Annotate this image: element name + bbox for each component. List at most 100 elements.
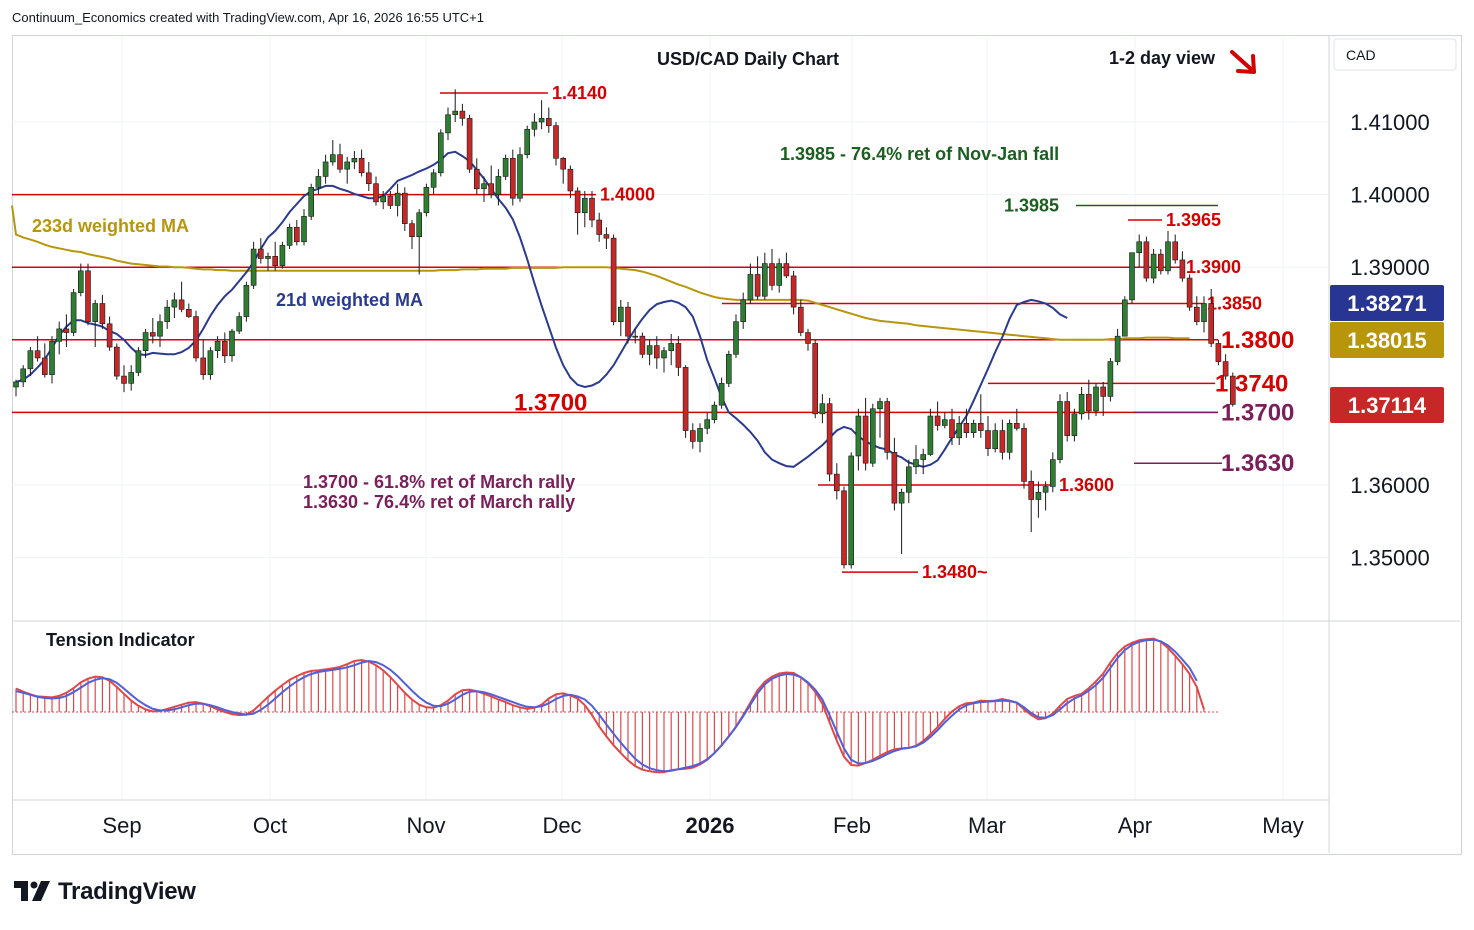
candle[interactable]	[452, 89, 459, 122]
candle[interactable]	[661, 347, 667, 373]
candle[interactable]	[524, 125, 531, 159]
candle[interactable]	[1143, 236, 1150, 282]
candle[interactable]	[409, 220, 415, 250]
candle[interactable]	[78, 263, 84, 297]
candle[interactable]	[733, 314, 739, 358]
candle[interactable]	[437, 129, 444, 177]
candle[interactable]	[855, 408, 862, 471]
candle[interactable]	[970, 419, 977, 438]
candle[interactable]	[545, 107, 552, 133]
candle[interactable]	[1172, 234, 1178, 264]
candle[interactable]	[358, 149, 365, 177]
candle[interactable]	[934, 401, 941, 431]
candle[interactable]	[833, 463, 840, 500]
candle[interactable]	[740, 292, 747, 329]
candle[interactable]	[344, 156, 351, 184]
candle[interactable]	[596, 212, 603, 242]
candle[interactable]	[1057, 394, 1063, 464]
candle[interactable]	[718, 377, 725, 409]
candle[interactable]	[301, 209, 307, 246]
candle[interactable]	[1107, 357, 1114, 402]
chart-canvas[interactable]: 1.4140 1.4000 1.3985 1.3965 1.3900 1.3850 1.38…	[0, 0, 1474, 870]
candle[interactable]	[243, 281, 250, 322]
candle[interactable]	[841, 486, 847, 569]
candle[interactable]	[193, 310, 199, 362]
candle[interactable]	[337, 143, 343, 173]
candle[interactable]	[1158, 249, 1164, 275]
candle[interactable]	[142, 328, 149, 358]
candle[interactable]	[1208, 288, 1214, 348]
candle[interactable]	[1028, 470, 1034, 533]
candle[interactable]	[1035, 481, 1042, 518]
candle[interactable]	[164, 299, 170, 329]
candle[interactable]	[387, 190, 394, 210]
candle[interactable]	[56, 321, 63, 355]
candle[interactable]	[430, 169, 437, 195]
candle[interactable]	[308, 183, 315, 221]
candle[interactable]	[711, 401, 718, 424]
candle[interactable]	[128, 365, 134, 391]
candle[interactable]	[106, 316, 113, 351]
candle[interactable]	[279, 241, 286, 269]
candle[interactable]	[27, 347, 34, 377]
candle[interactable]	[1114, 328, 1121, 366]
candle[interactable]	[481, 176, 487, 202]
candle[interactable]	[1136, 234, 1142, 268]
candle[interactable]	[380, 190, 387, 210]
candle[interactable]	[1071, 408, 1078, 442]
candle[interactable]	[1150, 249, 1157, 284]
candle[interactable]	[466, 114, 473, 173]
candle[interactable]	[114, 343, 120, 380]
candle[interactable]	[85, 263, 91, 326]
candle[interactable]	[150, 318, 156, 344]
candle[interactable]	[963, 408, 970, 438]
candle[interactable]	[416, 209, 423, 275]
candle[interactable]	[445, 107, 451, 141]
candle[interactable]	[1086, 379, 1092, 420]
candle[interactable]	[329, 140, 336, 166]
candle[interactable]	[769, 249, 775, 291]
candle[interactable]	[603, 227, 610, 250]
candle[interactable]	[265, 252, 271, 271]
candle[interactable]	[531, 113, 538, 137]
candle[interactable]	[351, 151, 358, 170]
candle[interactable]	[869, 403, 876, 467]
candle[interactable]	[20, 365, 27, 387]
candle[interactable]	[697, 423, 703, 453]
candle[interactable]	[977, 394, 984, 438]
candle[interactable]	[1021, 423, 1027, 489]
candle[interactable]	[884, 397, 891, 460]
candle[interactable]	[13, 379, 19, 397]
candle[interactable]	[826, 397, 833, 482]
candle[interactable]	[819, 394, 826, 424]
candle[interactable]	[49, 336, 55, 384]
candle[interactable]	[99, 294, 106, 329]
candle[interactable]	[538, 100, 545, 130]
candle[interactable]	[812, 339, 819, 419]
candle[interactable]	[1179, 251, 1186, 282]
candle[interactable]	[754, 256, 761, 300]
candle[interactable]	[646, 339, 653, 366]
candle[interactable]	[560, 156, 567, 184]
candle[interactable]	[178, 281, 185, 313]
candle[interactable]	[293, 220, 300, 246]
candle[interactable]	[1100, 381, 1106, 417]
candle[interactable]	[898, 488, 905, 554]
candle[interactable]	[877, 397, 883, 438]
candle[interactable]	[70, 288, 77, 337]
candle[interactable]	[905, 459, 912, 504]
candle[interactable]	[423, 183, 430, 217]
candle[interactable]	[1201, 296, 1207, 333]
candle[interactable]	[1050, 452, 1056, 493]
candle[interactable]	[567, 165, 574, 199]
candle[interactable]	[1215, 339, 1222, 366]
candle[interactable]	[589, 190, 595, 228]
candle[interactable]	[913, 445, 919, 475]
candle[interactable]	[1186, 274, 1193, 311]
candle[interactable]	[365, 161, 372, 191]
candle[interactable]	[653, 336, 660, 369]
candle[interactable]	[949, 408, 955, 446]
candle[interactable]	[1222, 354, 1229, 380]
candle[interactable]	[1064, 392, 1070, 442]
candle[interactable]	[941, 412, 948, 429]
